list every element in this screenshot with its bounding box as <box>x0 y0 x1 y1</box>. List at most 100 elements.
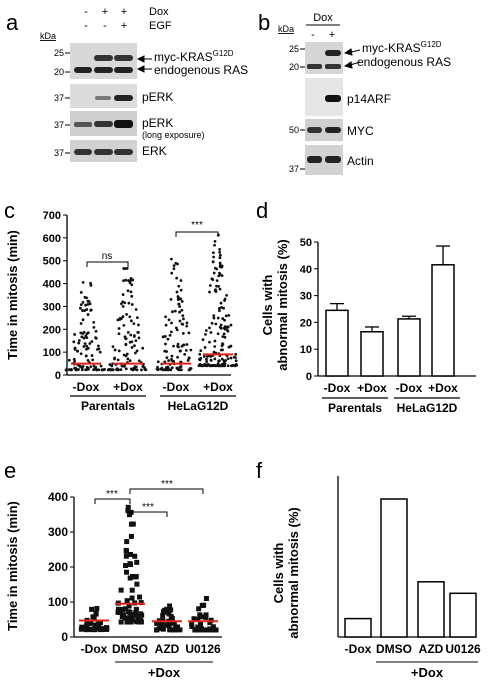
data-point <box>123 547 129 553</box>
data-point <box>128 315 132 319</box>
data-point <box>172 267 176 271</box>
data-point <box>163 335 167 338</box>
data-point <box>92 325 96 329</box>
data-point <box>79 291 83 294</box>
data-point <box>170 357 173 361</box>
data-point <box>159 622 165 628</box>
data-point <box>130 346 134 349</box>
data-point <box>223 327 227 331</box>
data-point <box>203 627 209 633</box>
data-point <box>218 256 222 260</box>
data-point <box>90 354 94 357</box>
data-point <box>120 364 124 368</box>
data-point <box>170 354 174 358</box>
data-point <box>212 255 215 259</box>
data-point <box>221 342 224 346</box>
data-point <box>124 569 130 575</box>
data-point <box>222 332 226 336</box>
data-point <box>179 297 183 301</box>
data-point <box>203 614 209 620</box>
data-point <box>84 627 90 633</box>
data-point <box>88 302 92 306</box>
data-point <box>170 627 176 633</box>
sig-e: *** <box>142 502 154 513</box>
data-point <box>116 606 122 612</box>
x-tick-label: DMSO <box>112 642 148 656</box>
data-point <box>196 606 202 612</box>
chart-d: 0 10 20 30 40 50 Cells with abnormal mitosis (%… <box>260 237 476 415</box>
data-point <box>130 521 136 527</box>
data-point <box>208 340 211 344</box>
data-point <box>137 323 140 327</box>
data-point <box>121 315 125 318</box>
sig-bracket <box>175 231 219 237</box>
data-point <box>220 265 224 269</box>
data-point <box>205 357 208 361</box>
band <box>114 55 133 61</box>
y-tick-label: 10 <box>300 344 312 356</box>
band-label-erk: ERK <box>142 144 167 158</box>
data-point <box>129 290 133 294</box>
data-point <box>96 348 99 351</box>
data-point <box>137 619 143 625</box>
sig-ns: ns <box>102 251 113 262</box>
data-point <box>126 289 130 293</box>
data-point <box>79 352 83 356</box>
data-point <box>86 313 90 316</box>
group-label: HeLaG12D <box>168 399 229 413</box>
data-point <box>133 344 136 348</box>
panel-b-kda: kDa <box>278 24 294 34</box>
data-point <box>123 364 126 368</box>
data-point <box>203 346 207 349</box>
data-point <box>177 345 180 349</box>
data-point <box>89 606 95 612</box>
data-point <box>96 626 102 632</box>
group-label: HeLaG12D <box>397 401 458 415</box>
data-point <box>126 330 130 334</box>
data-point <box>117 349 121 353</box>
data-point <box>128 281 132 285</box>
data-point <box>160 366 164 370</box>
data-point <box>141 346 145 350</box>
data-point <box>171 310 174 314</box>
data-point <box>113 357 116 361</box>
data-point <box>83 342 87 345</box>
data-point <box>217 284 221 288</box>
data-point <box>123 563 129 569</box>
data-point <box>177 627 183 633</box>
data-point <box>118 619 124 625</box>
data-point <box>220 305 224 309</box>
data-point <box>205 360 209 363</box>
data-point <box>83 309 87 312</box>
data-point <box>85 344 89 348</box>
data-point <box>88 620 94 626</box>
y-tick-label: 40 <box>300 264 312 276</box>
data-point <box>128 551 134 557</box>
x-tick-label: U0126 <box>445 642 481 656</box>
data-point <box>79 322 83 325</box>
y-tick-label: 0 <box>55 370 61 382</box>
data-point <box>223 297 227 301</box>
data-point <box>172 264 176 267</box>
y-tick-label: 300 <box>43 301 61 313</box>
data-point <box>167 359 171 362</box>
data-point <box>73 346 77 350</box>
data-point <box>209 359 213 362</box>
data-point <box>198 622 204 628</box>
data-point <box>84 334 88 338</box>
data-point <box>92 364 96 368</box>
data-point <box>135 349 139 353</box>
data-point <box>123 335 127 339</box>
x-tick-label: -Dox <box>324 381 351 395</box>
bar <box>360 331 384 377</box>
data-point <box>178 305 182 308</box>
data-point <box>132 322 136 326</box>
data-point <box>223 364 227 368</box>
data-point <box>212 314 216 318</box>
data-point <box>164 368 167 372</box>
data-point <box>169 330 173 334</box>
data-point <box>173 627 179 633</box>
data-point <box>215 279 219 283</box>
panel-letter-d: d <box>256 198 268 223</box>
band-label-myc: MYC <box>347 124 374 138</box>
